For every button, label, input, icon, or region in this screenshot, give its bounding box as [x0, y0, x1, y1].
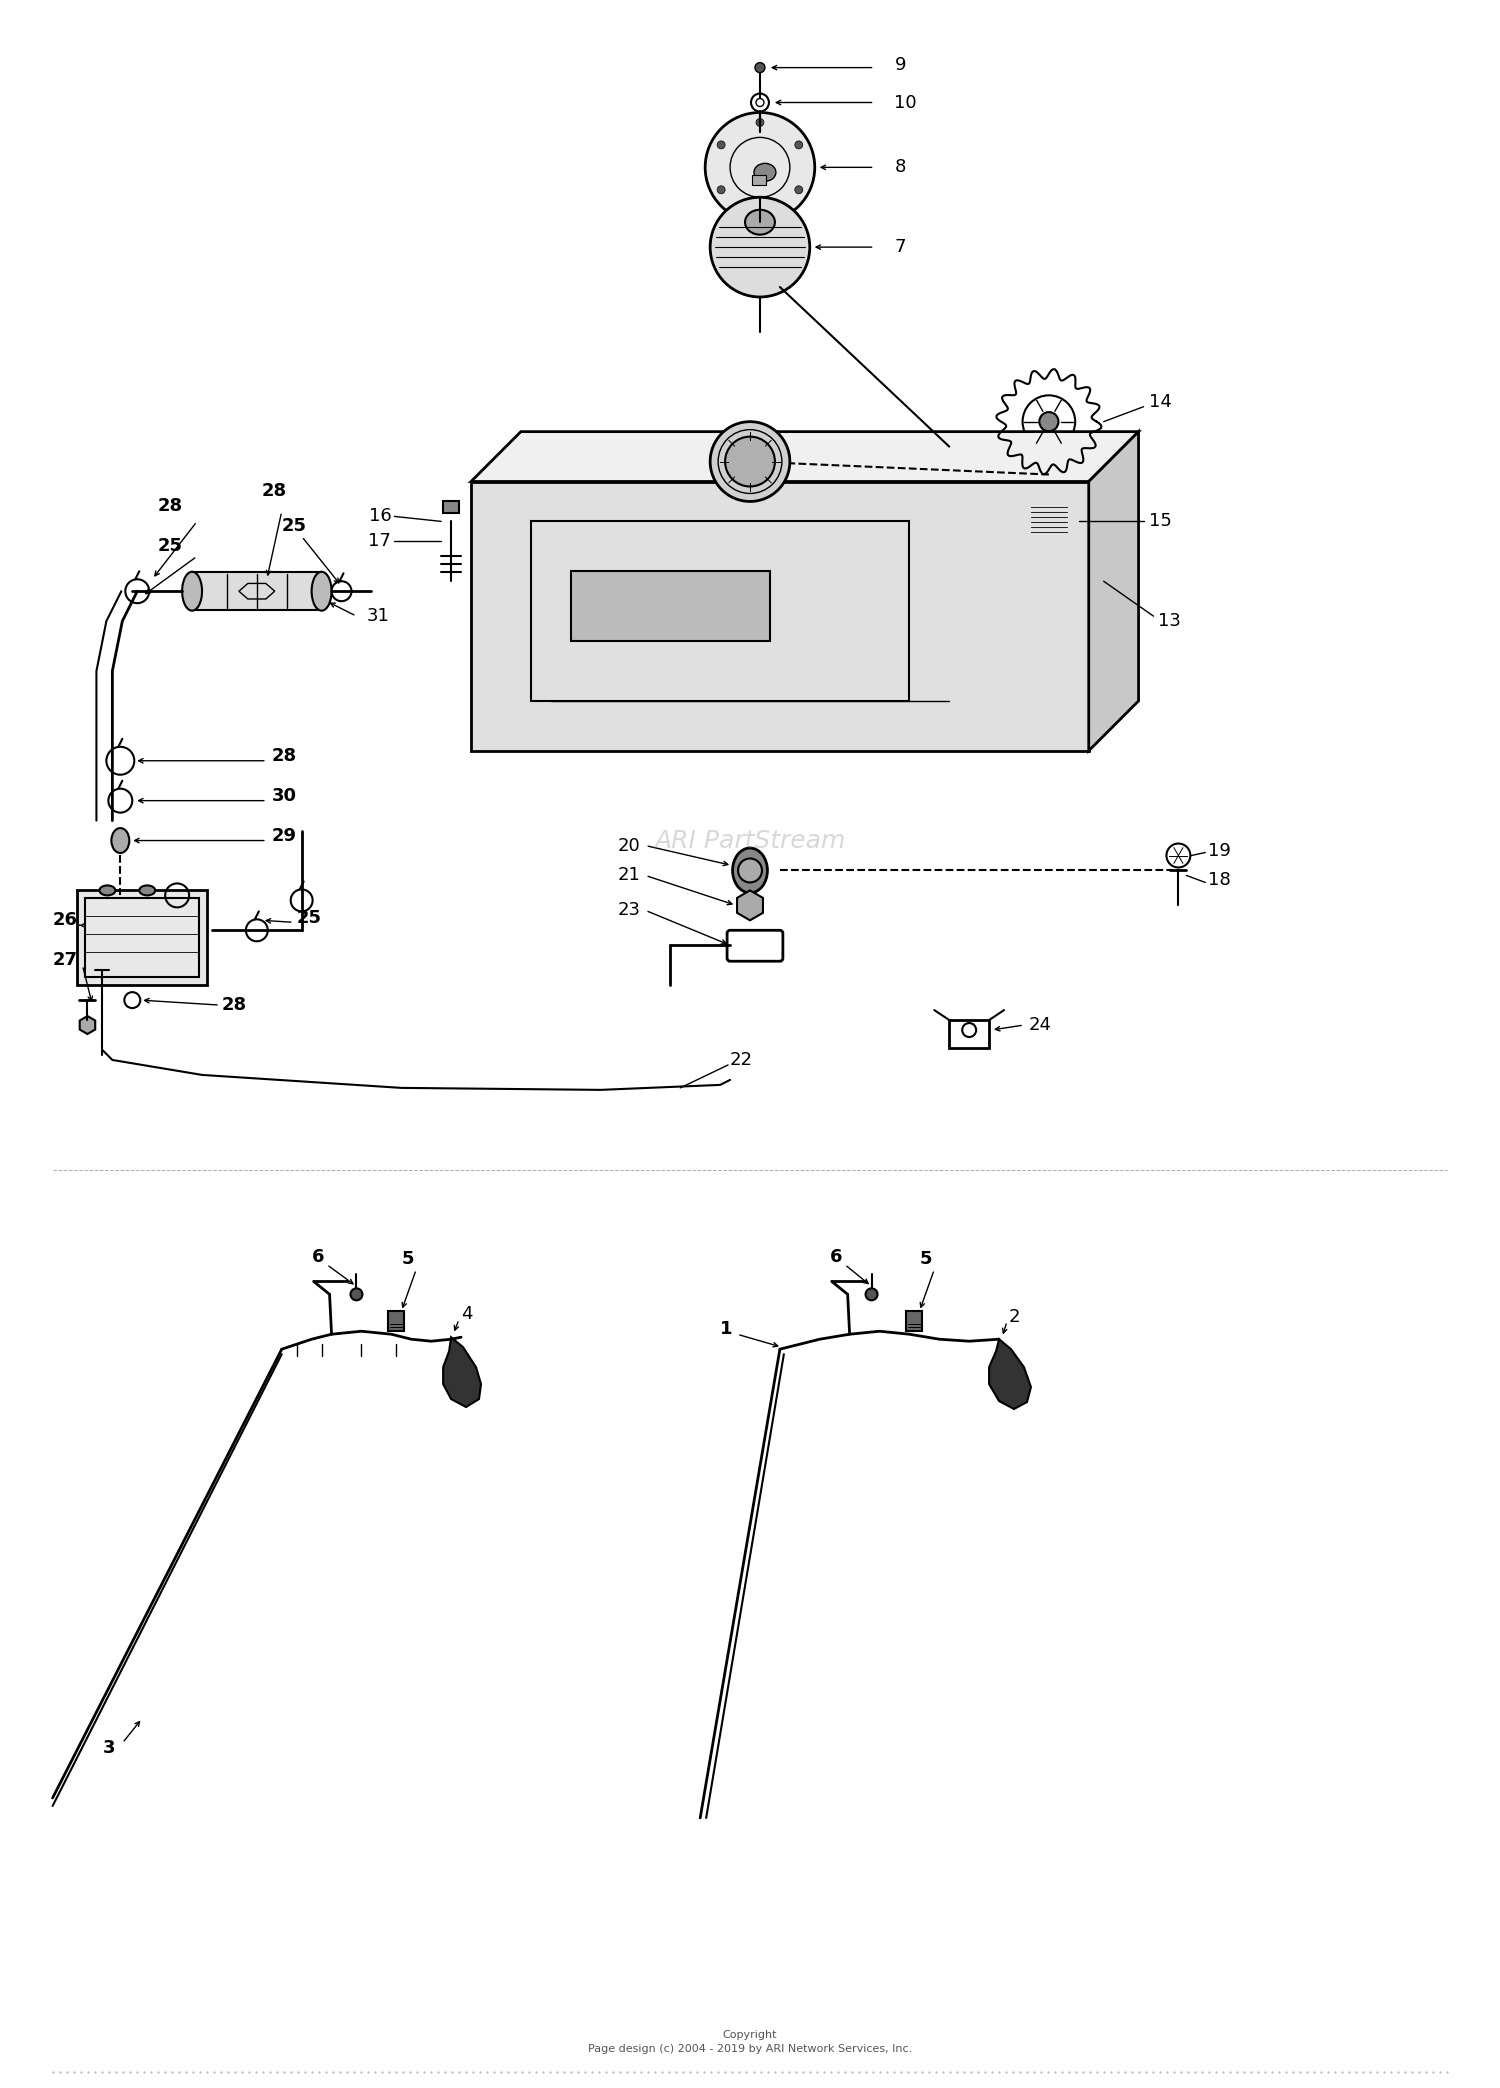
Text: 27: 27 — [53, 952, 78, 969]
Text: 31: 31 — [366, 608, 390, 624]
Ellipse shape — [182, 572, 203, 610]
Polygon shape — [442, 1336, 482, 1407]
Text: 28: 28 — [222, 996, 248, 1015]
Circle shape — [705, 113, 815, 221]
Circle shape — [724, 436, 776, 487]
Text: 25: 25 — [297, 910, 321, 927]
Text: 14: 14 — [1149, 393, 1172, 411]
Bar — [570, 572, 770, 641]
Circle shape — [710, 196, 810, 296]
Text: 16: 16 — [369, 507, 392, 526]
Text: 6: 6 — [830, 1249, 842, 1267]
Bar — [531, 522, 909, 702]
Polygon shape — [1089, 432, 1138, 752]
Polygon shape — [736, 889, 764, 921]
Text: 5: 5 — [402, 1251, 414, 1267]
Circle shape — [865, 1288, 877, 1301]
Text: 15: 15 — [1149, 512, 1172, 530]
Text: 30: 30 — [272, 787, 297, 804]
Ellipse shape — [312, 572, 332, 610]
Text: 29: 29 — [272, 827, 297, 844]
Text: 4: 4 — [460, 1305, 472, 1324]
Text: 28: 28 — [272, 748, 297, 764]
Text: 23: 23 — [618, 902, 640, 919]
Text: 5: 5 — [920, 1251, 932, 1267]
Text: 22: 22 — [730, 1050, 753, 1069]
Circle shape — [710, 422, 791, 501]
Text: 7: 7 — [894, 238, 906, 257]
Circle shape — [717, 186, 724, 194]
Polygon shape — [988, 1338, 1030, 1409]
Text: 17: 17 — [369, 532, 392, 551]
Text: 18: 18 — [1209, 871, 1231, 889]
Ellipse shape — [754, 163, 776, 182]
Text: 28: 28 — [262, 482, 286, 501]
Circle shape — [754, 63, 765, 73]
Ellipse shape — [746, 209, 776, 234]
Text: 24: 24 — [1029, 1017, 1051, 1034]
Text: ARI PartStream: ARI PartStream — [654, 829, 846, 852]
Ellipse shape — [99, 885, 116, 896]
Text: 26: 26 — [53, 910, 78, 929]
Text: 13: 13 — [1158, 612, 1182, 631]
Ellipse shape — [732, 848, 768, 894]
Circle shape — [351, 1288, 363, 1301]
Ellipse shape — [111, 829, 129, 854]
Bar — [950, 1021, 988, 1048]
Ellipse shape — [944, 441, 996, 474]
Text: 28: 28 — [158, 497, 183, 516]
Polygon shape — [80, 1017, 94, 1034]
Text: 1: 1 — [720, 1320, 732, 1338]
Text: 25: 25 — [282, 518, 306, 535]
Text: Copyright
Page design (c) 2004 - 2019 by ARI Network Services, Inc.: Copyright Page design (c) 2004 - 2019 by… — [588, 2030, 912, 2055]
Text: 6: 6 — [312, 1249, 324, 1267]
Bar — [78, 889, 207, 986]
Text: 8: 8 — [894, 159, 906, 175]
Circle shape — [795, 186, 802, 194]
Circle shape — [756, 119, 764, 127]
Circle shape — [717, 140, 724, 148]
Circle shape — [1040, 411, 1059, 432]
Text: 9: 9 — [894, 56, 906, 73]
Text: 21: 21 — [618, 867, 640, 885]
Text: 2: 2 — [1010, 1309, 1020, 1326]
Bar — [388, 1311, 405, 1332]
Bar — [906, 1311, 922, 1332]
Circle shape — [795, 140, 802, 148]
Polygon shape — [471, 482, 1089, 752]
Text: 25: 25 — [158, 537, 182, 555]
Circle shape — [756, 209, 764, 217]
Text: 20: 20 — [618, 837, 640, 854]
Polygon shape — [471, 432, 1138, 482]
Bar — [752, 175, 766, 186]
Polygon shape — [192, 572, 321, 610]
Circle shape — [738, 858, 762, 883]
Ellipse shape — [140, 885, 154, 896]
Text: 10: 10 — [894, 94, 916, 111]
Bar — [442, 501, 459, 514]
Text: 19: 19 — [1209, 841, 1231, 860]
Bar — [86, 898, 200, 977]
Text: 3: 3 — [102, 1739, 116, 1758]
Ellipse shape — [230, 578, 284, 606]
